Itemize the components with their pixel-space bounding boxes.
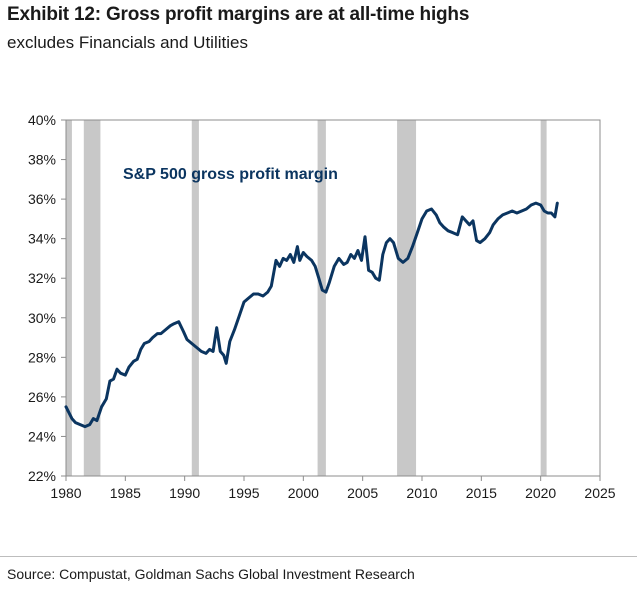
x-tick-label: 2005 [347,485,378,501]
x-tick-label: 1980 [50,485,81,501]
y-axis-ticks: 22% 24% 26% 28% 30% 32% 34% 36% 38% 40% [28,112,66,484]
series-annotation: S&P 500 gross profit margin [123,166,338,183]
y-tick-label: 24% [28,428,56,444]
recession-band-4 [397,120,417,476]
source-note: Source: Compustat, Goldman Sachs Global … [7,566,415,582]
y-tick-label: 34% [28,231,56,247]
x-axis-ticks: 1980 1985 1990 1995 2000 2005 2010 2015 2020 2025 [50,476,616,501]
y-tick-label: 40% [28,112,56,128]
recession-band-2 [191,120,199,476]
y-tick-label: 30% [28,310,56,326]
x-tick-label: 2000 [288,485,319,501]
x-tick-label: 1990 [169,485,200,501]
x-tick-label: 2010 [406,485,437,501]
source-divider [0,556,637,557]
recession-band-3 [317,120,326,476]
chart-subtitle: excludes Financials and Utilities [7,33,248,52]
y-tick-label: 32% [28,270,56,286]
plot-frame [65,119,601,477]
x-tick-label: 1985 [110,485,141,501]
series [64,201,559,429]
y-tick-label: 26% [28,389,56,405]
recession-band-1 [83,120,101,476]
y-tick-label: 28% [28,349,56,365]
recession-band-0 [66,120,72,476]
x-tick-label: 2025 [584,485,615,501]
x-tick-label: 2015 [466,485,497,501]
recession-band-5 [540,120,547,476]
series-line-0 [64,201,559,429]
chart-title: Exhibit 12: Gross profit margins are at … [7,4,470,25]
y-tick-label: 38% [28,152,56,168]
y-tick-label: 36% [28,191,56,207]
chart-plot: 22%24%26%28%30%32%34%36%38%40% 1980 1985 1… [28,112,616,501]
recession-bands [66,120,547,476]
axes [65,119,601,477]
y-tick-label: 22% [28,468,56,484]
x-tick-label: 2020 [525,485,556,501]
x-tick-label: 1995 [228,485,259,501]
